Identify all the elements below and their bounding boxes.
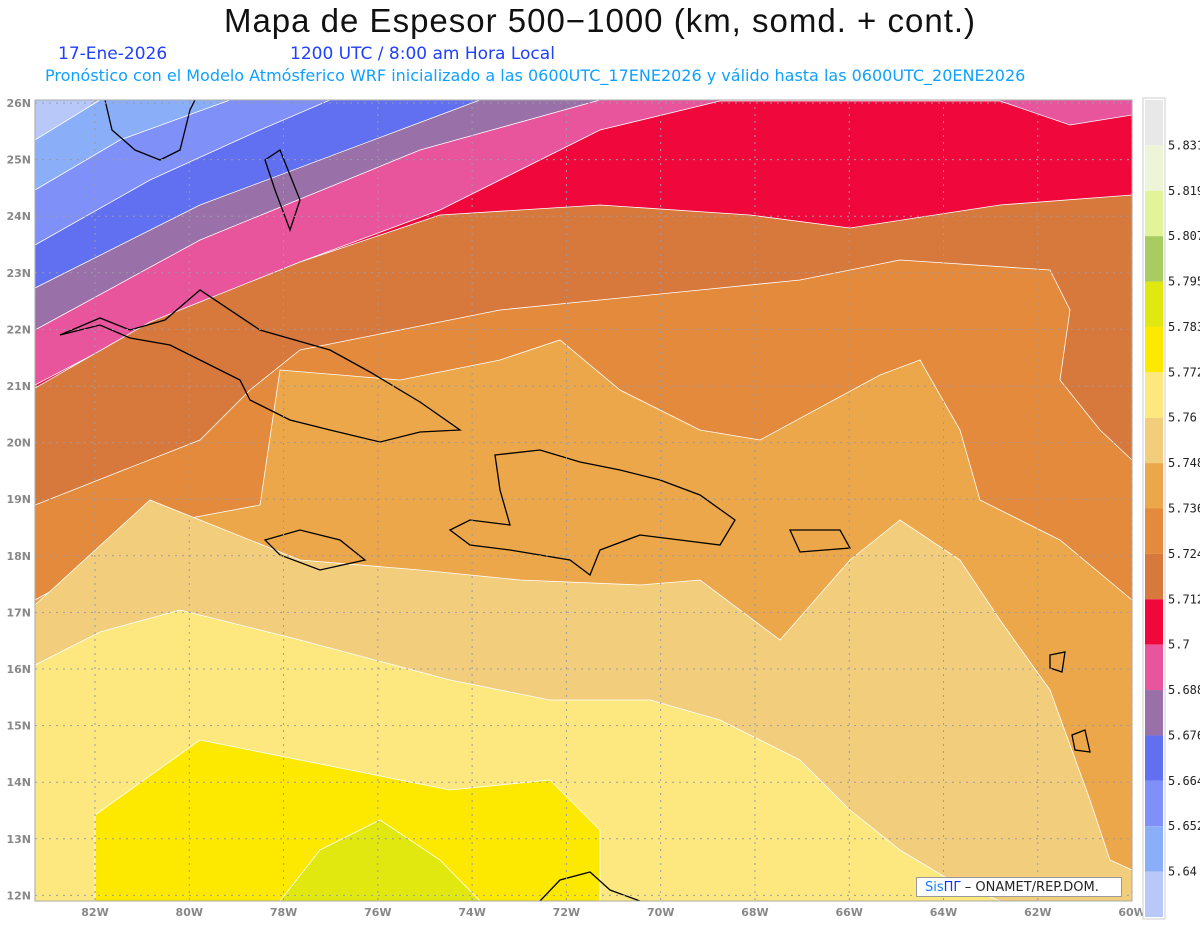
colorbar-label: 5.688: [1168, 683, 1200, 697]
map-frame: [34, 99, 1133, 902]
lat-label: 12N: [6, 889, 31, 902]
colorbar-swatch: [1145, 508, 1163, 554]
forecast-date: 17-Ene-2026: [58, 44, 168, 64]
colorbar-swatch: [1145, 236, 1163, 282]
shaded-contours: [35, 100, 1132, 901]
colorbar-label: 5.664: [1168, 774, 1200, 788]
credit-sis: Sis: [925, 880, 944, 895]
lon-label: 74W: [458, 906, 485, 919]
latitude-labels: 26N 25N 24N 23N 22N 21N 20N 19N 18N 17N 16N 15N 14N 1…: [6, 97, 31, 902]
lat-label: 17N: [6, 606, 31, 619]
lat-label: 23N: [6, 267, 31, 280]
lon-label: 64W: [930, 906, 957, 919]
colorbar-swatch: [1145, 372, 1163, 418]
lon-label: 62W: [1024, 906, 1051, 919]
longitude-labels: 82W 80W 78W 76W 74W 72W 70W 68W 66W 64W 62W 60W: [81, 906, 1146, 919]
colorbar-label: 5.724: [1168, 547, 1200, 561]
graticule: [35, 100, 1133, 901]
lat-label: 24N: [6, 210, 31, 223]
colorbar-label: 5.64: [1168, 865, 1197, 879]
colorbar-label: 5.736: [1168, 502, 1200, 516]
colorbar-swatch: [1145, 190, 1163, 237]
colorbar-swatch: [1145, 145, 1163, 191]
lat-label: 20N: [6, 437, 31, 450]
forecast-time: 1200 UTC / 8:00 am Hora Local: [290, 44, 555, 64]
colorbar-swatch: [1145, 871, 1163, 917]
colorbar-swatch: [1145, 644, 1163, 691]
coastline-bahamas: [264, 149, 301, 232]
colorbar-label: 5.652: [1168, 819, 1200, 833]
colorbar: 5.831 5.819 5.807 5.795 5.783 5.772 5.76 5.748 5…: [1142, 97, 1200, 920]
model-subtitle: Pronóstico con el Modelo Atmósferico WRF…: [45, 66, 1026, 85]
lat-label: 22N: [6, 323, 31, 336]
lon-label: 72W: [553, 906, 580, 919]
colorbar-swatch: [1145, 553, 1163, 600]
lon-label: 60W: [1118, 906, 1145, 919]
colorbar-swatch: [1145, 826, 1163, 872]
colorbar-label: 5.676: [1168, 728, 1200, 742]
lat-label: 15N: [6, 720, 31, 733]
lon-label: 70W: [647, 906, 674, 919]
lat-label: 16N: [6, 663, 31, 676]
colorbar-label: 5.831: [1168, 138, 1200, 152]
colorbar-label: 5.795: [1168, 275, 1200, 289]
credit-text: – ONAMET/REP.DOM.: [960, 880, 1099, 895]
coastline-puerto-rico: [788, 529, 852, 553]
lat-label: 14N: [6, 776, 31, 789]
coastline-cuba: [59, 289, 462, 443]
credit-box: SisΠΓ – ONAMET/REP.DOM.: [916, 877, 1122, 897]
lon-label: 80W: [176, 906, 203, 919]
colorbar-label: 5.807: [1168, 229, 1200, 243]
colorbar-swatch: [1145, 780, 1163, 827]
colorbar-label: 5.7: [1168, 638, 1190, 652]
colorbar-swatch: [1145, 690, 1163, 736]
colorbar-swatch: [1145, 417, 1163, 464]
coastline-martinique: [1071, 729, 1091, 753]
coastline-florida: [104, 100, 196, 161]
colorbar-label: 5.76: [1168, 411, 1197, 425]
colorbar-label: 5.819: [1168, 184, 1200, 198]
colorbar-swatch: [1145, 326, 1163, 373]
coastline-jamaica: [263, 529, 367, 571]
coastline-guadeloupe: [1049, 651, 1066, 673]
map-title: Mapa de Espesor 500−1000 (km, somd. + co…: [223, 2, 977, 39]
lon-label: 78W: [270, 906, 297, 919]
colorbar-label: 5.772: [1168, 365, 1200, 379]
band-5.795: [279, 819, 481, 901]
lat-label: 13N: [6, 833, 31, 846]
lat-label: 25N: [6, 154, 31, 167]
credit-pi: ΠΓ: [943, 880, 961, 895]
coastline-hispaniola: [448, 449, 736, 577]
band-5.783: [94, 739, 601, 901]
colorbar-swatch: [1145, 735, 1163, 781]
lat-label: 21N: [6, 380, 31, 393]
lon-label: 66W: [836, 906, 863, 919]
coastlines: [59, 100, 1091, 901]
coastline-south-america: [539, 871, 641, 901]
colorbar-label: 5.748: [1168, 456, 1200, 470]
colorbar-swatch: [1145, 599, 1163, 645]
lat-label: 19N: [6, 493, 31, 506]
colorbar-swatch: [1145, 281, 1163, 327]
colorbar-label: 5.783: [1168, 320, 1200, 334]
lon-label: 76W: [364, 906, 391, 919]
colorbar-swatch: [1145, 463, 1163, 509]
colorbar-swatch: [1145, 100, 1163, 146]
lat-label: 18N: [6, 550, 31, 563]
lon-label: 82W: [81, 906, 108, 919]
lon-label: 68W: [741, 906, 768, 919]
colorbar-label: 5.712: [1168, 592, 1200, 606]
lat-label: 26N: [6, 97, 31, 110]
